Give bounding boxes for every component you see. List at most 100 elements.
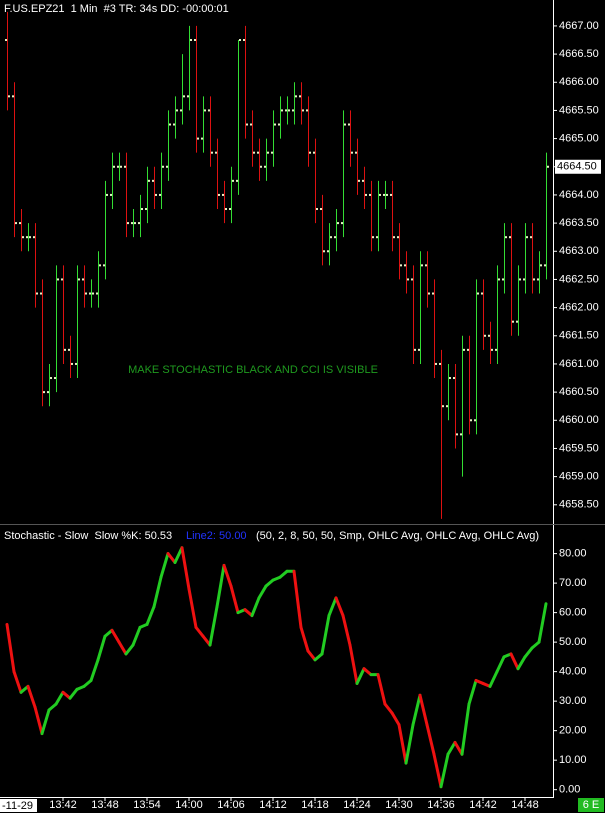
y-tick-label: 4666.00 bbox=[559, 76, 599, 88]
line-segment bbox=[152, 575, 163, 609]
bar-open bbox=[530, 236, 532, 239]
bar-close bbox=[316, 208, 318, 211]
bar-close bbox=[526, 236, 528, 239]
date-label: -11-29 bbox=[2, 800, 33, 812]
bar-open bbox=[509, 236, 511, 239]
y-tick-label: 4663.00 bbox=[559, 245, 599, 257]
bar-open bbox=[201, 137, 203, 140]
line-segment bbox=[488, 670, 499, 688]
bar-close bbox=[183, 95, 185, 98]
bar-open bbox=[432, 292, 434, 295]
indicator-line2: Line2: 50.00 bbox=[186, 530, 247, 542]
bar-open bbox=[418, 348, 420, 351]
y-tick-label: 4665.00 bbox=[559, 132, 599, 144]
bar-open bbox=[166, 165, 168, 168]
y-tick-label: 4667.00 bbox=[559, 20, 599, 32]
bar-open bbox=[299, 95, 301, 98]
bar-open bbox=[502, 278, 504, 281]
y-tick-label: 4663.50 bbox=[559, 217, 599, 229]
bar-open bbox=[397, 236, 399, 239]
y-tick-label: 4662.50 bbox=[559, 273, 599, 285]
chart-title: F.US.EPZ21 1 Min #3 TR: 34s DD: -00:00:0… bbox=[4, 3, 229, 15]
bar-close bbox=[22, 236, 24, 239]
bar-close bbox=[148, 179, 150, 182]
last-price-label: 4664.50 bbox=[557, 161, 597, 173]
last-price-box bbox=[555, 159, 601, 174]
annotation: MAKE STOCHASTIC BLACK AND CCI IS VISIBLE bbox=[128, 364, 378, 376]
bar-open bbox=[5, 39, 7, 41]
bar-open bbox=[229, 208, 231, 211]
bar-open bbox=[544, 264, 546, 267]
bar-open bbox=[495, 348, 497, 351]
bar-open bbox=[369, 193, 371, 196]
bar-close bbox=[512, 320, 514, 323]
bar-open bbox=[180, 109, 182, 112]
bar-open bbox=[61, 278, 63, 281]
bar-close bbox=[449, 377, 451, 380]
indicator-params: (50, 2, 8, 50, 50, Smp, OHLC Avg, OHLC A… bbox=[256, 530, 539, 542]
bar-open bbox=[306, 109, 308, 112]
bar-open bbox=[173, 123, 175, 126]
line-segment bbox=[306, 649, 317, 662]
y-tick-label: 50.00 bbox=[559, 636, 587, 648]
line-segment bbox=[82, 678, 93, 688]
bar-close bbox=[281, 109, 283, 112]
bar-close bbox=[533, 278, 535, 281]
line-segment bbox=[467, 678, 478, 706]
x-tick-label: 14:00 bbox=[175, 799, 203, 811]
bar-open bbox=[278, 123, 280, 126]
bar-close bbox=[477, 292, 479, 295]
y-tick-label: 4665.50 bbox=[559, 104, 599, 116]
x-tick-label: 14:42 bbox=[469, 799, 497, 811]
bar-open bbox=[68, 348, 70, 351]
x-tick-label: 13:54 bbox=[133, 799, 161, 811]
line-segment bbox=[516, 655, 527, 671]
y-tick-label: 30.00 bbox=[559, 695, 587, 707]
bar-open bbox=[362, 179, 364, 182]
y-tick-label: 0.00 bbox=[559, 784, 580, 796]
bar-open bbox=[523, 278, 525, 281]
line-segment bbox=[47, 702, 58, 712]
line-segment bbox=[110, 628, 121, 644]
bar-open bbox=[488, 334, 490, 337]
line-segment bbox=[320, 614, 331, 656]
bar-open bbox=[82, 278, 84, 281]
line-segment bbox=[446, 740, 457, 756]
line-segment bbox=[341, 614, 352, 647]
line-segment bbox=[5, 622, 16, 674]
line-segment bbox=[96, 634, 107, 662]
line-segment bbox=[131, 625, 142, 647]
bar-close bbox=[50, 377, 52, 380]
bar-open bbox=[453, 377, 455, 380]
line-segment bbox=[117, 640, 128, 656]
y-tick-label: 4660.50 bbox=[559, 386, 599, 398]
bar-close bbox=[400, 264, 402, 267]
indicator-title: Stochastic - Slow Slow %K: 50.53 bbox=[4, 530, 172, 542]
line-segment bbox=[250, 596, 261, 618]
bar-open bbox=[376, 236, 378, 239]
line-segment bbox=[54, 690, 65, 706]
bar-close bbox=[484, 334, 486, 337]
line-segment bbox=[194, 625, 205, 638]
bar-close bbox=[106, 193, 108, 196]
line-segment bbox=[166, 552, 177, 564]
bar-close bbox=[274, 123, 276, 126]
bar-open bbox=[208, 109, 210, 112]
x-tick-label: 14:18 bbox=[301, 799, 329, 811]
x-tick-label: 13:48 bbox=[91, 799, 119, 811]
bar-close bbox=[113, 165, 115, 168]
bar-open bbox=[446, 405, 448, 408]
bar-close bbox=[253, 151, 255, 154]
line-segment bbox=[278, 569, 289, 579]
bar-open bbox=[404, 264, 406, 267]
line-segment bbox=[404, 723, 415, 765]
y-tick-label: 4659.50 bbox=[559, 442, 599, 454]
bar-open bbox=[467, 348, 469, 351]
line-segment bbox=[299, 625, 310, 653]
bar-close bbox=[540, 264, 542, 267]
line-segment bbox=[40, 708, 51, 736]
line-segment bbox=[523, 646, 534, 659]
bar-close bbox=[197, 137, 199, 140]
line-segment bbox=[411, 693, 422, 727]
